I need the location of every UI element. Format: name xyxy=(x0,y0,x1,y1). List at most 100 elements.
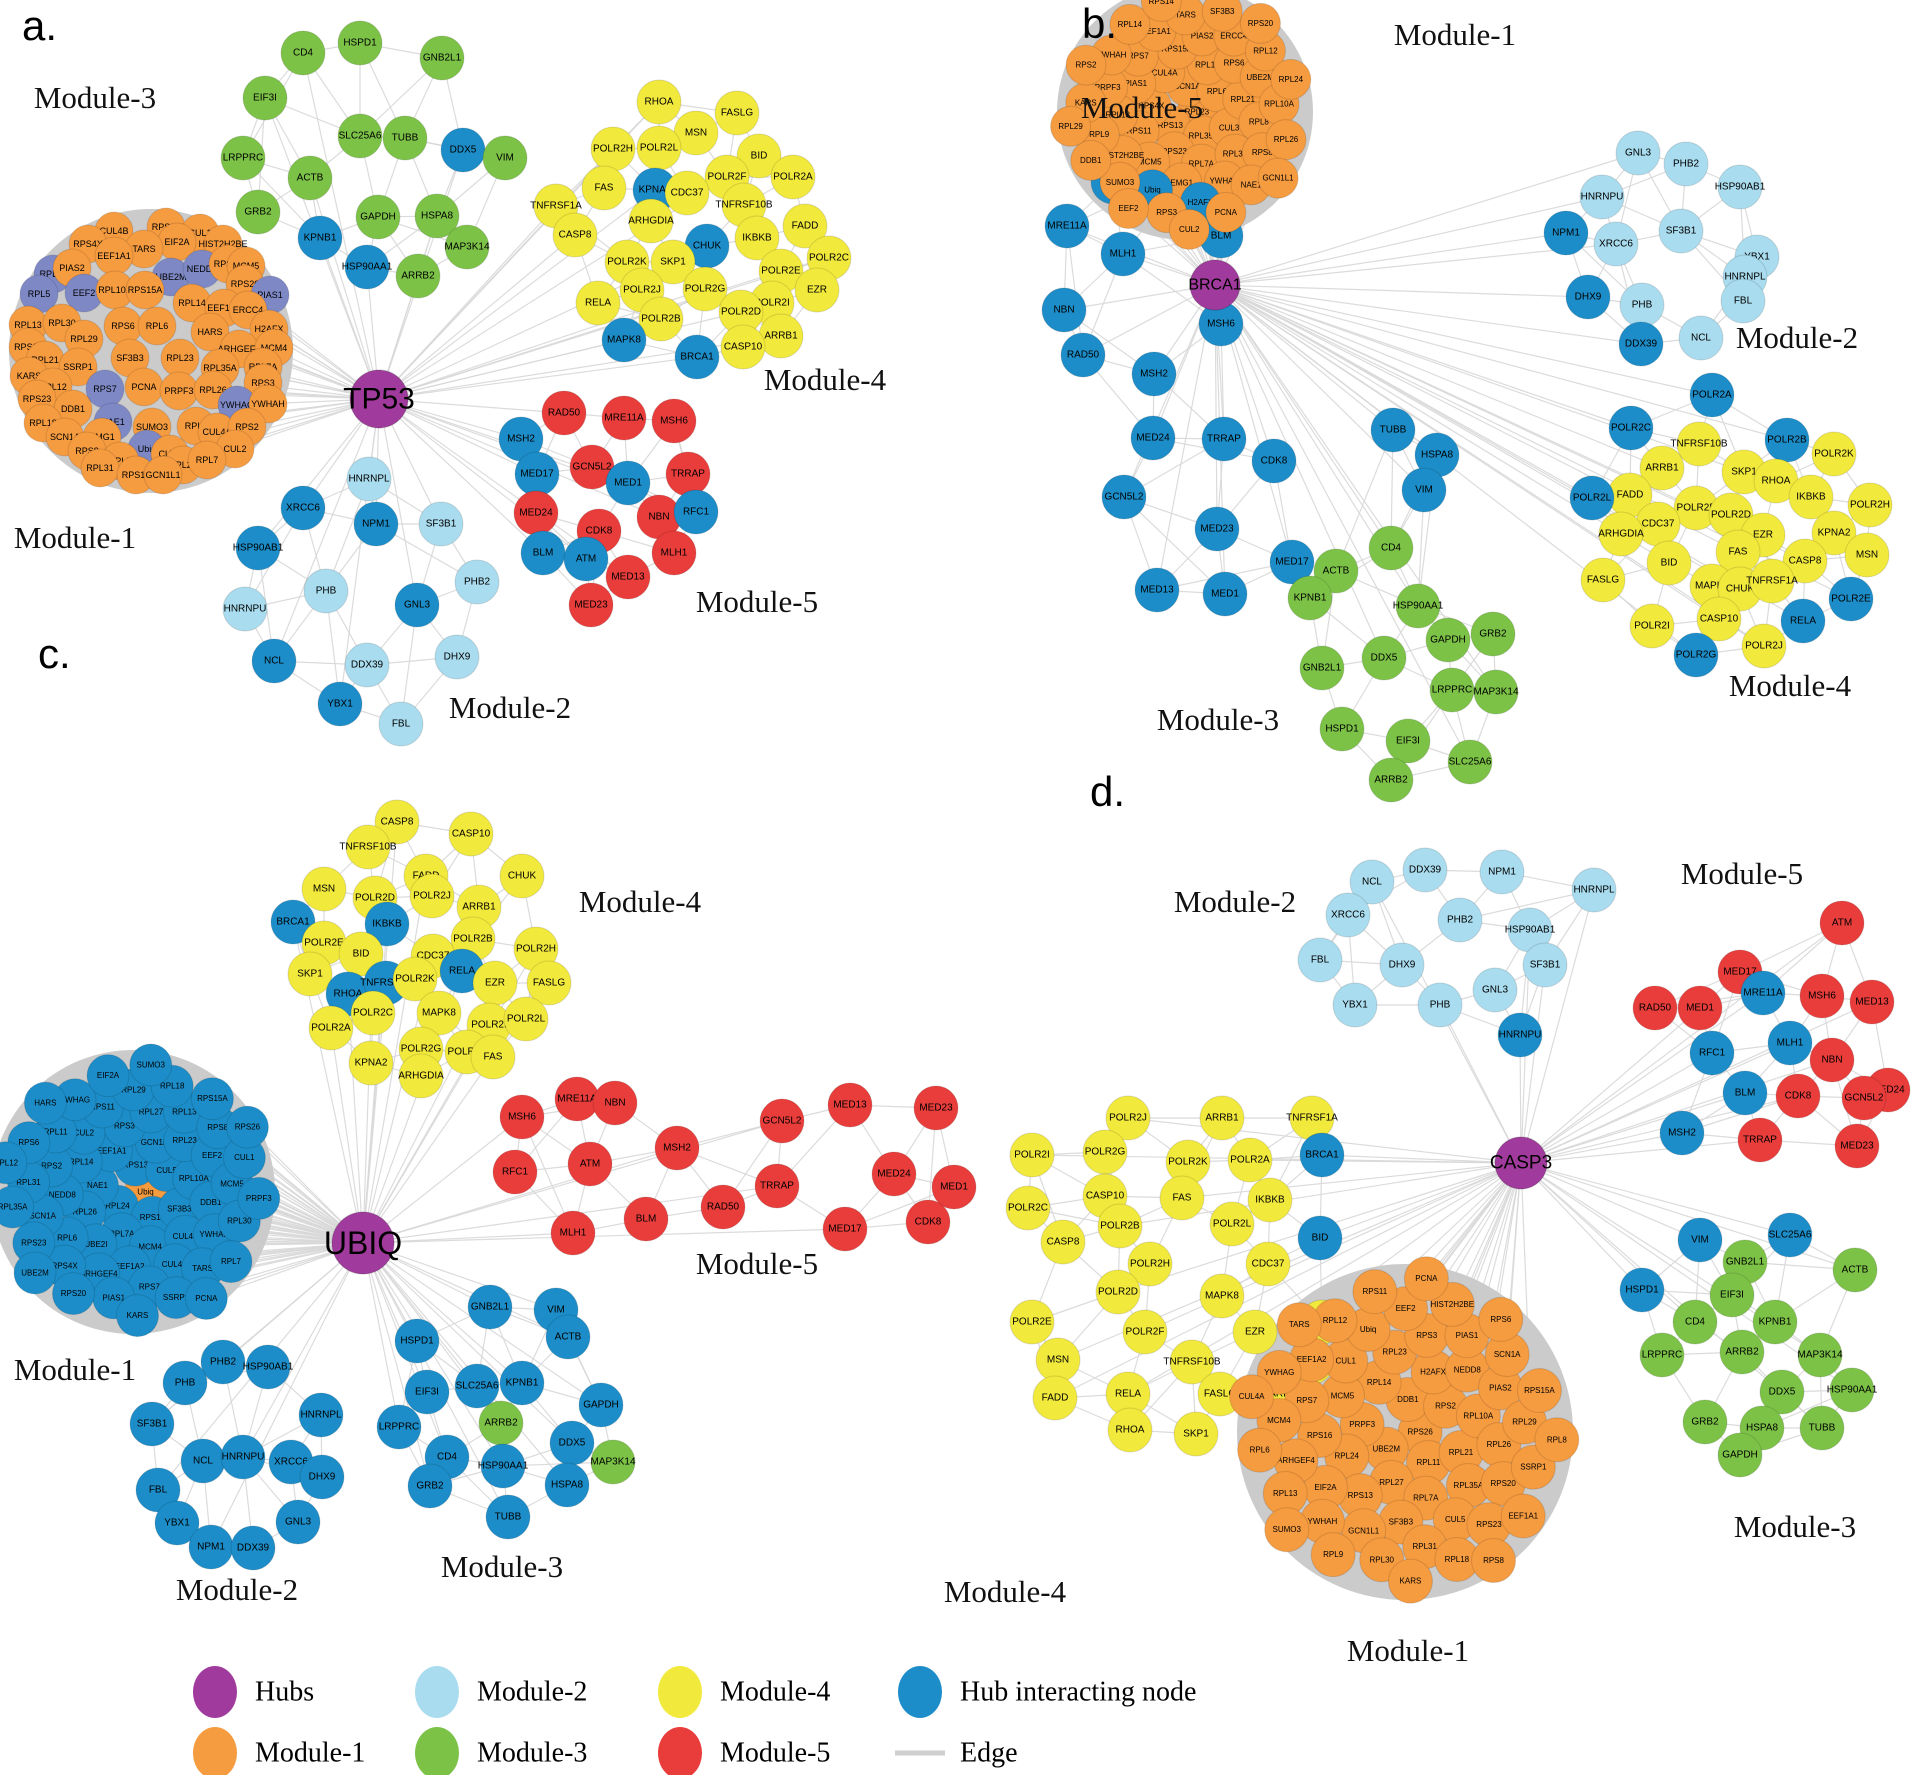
node-label-CASP10: CASP10 xyxy=(1700,614,1739,625)
node-label-TARS: TARS xyxy=(1175,10,1196,19)
node-RFC1 xyxy=(1689,1030,1735,1076)
node-label-RPS26: RPS26 xyxy=(1407,1428,1433,1437)
node-MED24 xyxy=(1130,415,1176,461)
node-MED1 xyxy=(1202,571,1248,617)
node-label-HSPD1: HSPD1 xyxy=(1625,1285,1659,1296)
node-label-TARS: TARS xyxy=(132,244,155,254)
node-label-RAD50: RAD50 xyxy=(1639,1003,1672,1014)
node-layer: CASP8CASP10TNFRSF10BFADDCHUKMSNPOLR2DPOL… xyxy=(0,799,977,1571)
node-label-POLR2C: POLR2C xyxy=(809,253,849,264)
node-label-HARS: HARS xyxy=(197,327,222,337)
node-label-VIM: VIM xyxy=(547,1305,565,1316)
node-UBE2M xyxy=(13,1251,57,1295)
node-label-RPL7A: RPL7A xyxy=(1189,160,1215,169)
node-NCL xyxy=(251,638,297,684)
node-label-KPNA2: KPNA2 xyxy=(639,185,672,196)
node-DDX39 xyxy=(344,642,390,688)
node-CD4 xyxy=(1368,525,1414,571)
node-ARRB2 xyxy=(1368,757,1414,803)
node-label-MCM5: MCM5 xyxy=(220,1179,244,1188)
node-label-KPNA2: KPNA2 xyxy=(1818,528,1851,539)
node-label-MLH1: MLH1 xyxy=(661,548,688,559)
node-RPS6 xyxy=(1478,1296,1524,1342)
node-ARRB1 xyxy=(1199,1095,1245,1141)
node-PCNA xyxy=(1205,191,1247,233)
node-label-EZR: EZR xyxy=(807,285,827,296)
node-label-RPL18: RPL18 xyxy=(160,1082,185,1091)
node-label-PRPF3: PRPF3 xyxy=(1349,1420,1375,1429)
node-label-HSPA8: HSPA8 xyxy=(421,211,453,222)
node-label-FAS: FAS xyxy=(484,1052,503,1063)
panel-letter-b: b. xyxy=(1082,0,1117,47)
node-label-RPL18: RPL18 xyxy=(29,418,57,428)
node-IKBKB xyxy=(1788,474,1834,520)
node-label-TNFRSF10B: TNFRSF10B xyxy=(715,200,773,211)
node-MED23 xyxy=(1834,1123,1880,1169)
node-label-PHB: PHB xyxy=(1632,300,1653,311)
node-GCN1L1 xyxy=(1257,157,1299,199)
node-label-RPL11: RPL11 xyxy=(44,1128,68,1137)
node-SKP1 xyxy=(287,951,333,997)
node-IKBKB xyxy=(734,215,780,261)
node-label-TARS: TARS xyxy=(192,1264,213,1273)
node-ARHGDIA xyxy=(1598,511,1644,557)
node-label-CUL4A: CUL4A xyxy=(1239,1392,1265,1401)
node-label-CASP8: CASP8 xyxy=(1789,556,1822,567)
module-title-module-1: Module-1 xyxy=(1347,1633,1469,1668)
node-label-CDK8: CDK8 xyxy=(1261,456,1288,467)
node-label-MCM4: MCM4 xyxy=(1267,1416,1291,1425)
node-label-TRRAP: TRRAP xyxy=(1207,434,1241,445)
node-label-MSH6: MSH6 xyxy=(508,1112,536,1123)
node-SLC25A6 xyxy=(1447,739,1493,785)
node-RPS26 xyxy=(225,1105,269,1149)
node-YBX1 xyxy=(317,681,363,727)
node-label-POLR2L: POLR2L xyxy=(640,143,679,154)
node-label-RPS2: RPS2 xyxy=(1076,61,1097,70)
node-DDX39 xyxy=(230,1525,276,1571)
node-label-RPS8: RPS8 xyxy=(207,1123,228,1132)
node-MAP3K14 xyxy=(590,1439,636,1485)
node-label-EEF2: EEF2 xyxy=(1118,204,1139,213)
node-IKBKB xyxy=(364,901,410,947)
node-label-MRE11A: MRE11A xyxy=(557,1094,597,1105)
node-label-SF3B3: SF3B3 xyxy=(116,353,144,363)
node-label-RPL26: RPL26 xyxy=(1487,1440,1512,1449)
node-RPL7 xyxy=(209,1240,253,1284)
node-label-BRCA1: BRCA1 xyxy=(680,352,714,363)
node-label-Ubiq: Ubiq xyxy=(137,1188,153,1197)
node-label-GNB2L1: GNB2L1 xyxy=(471,1302,510,1313)
node-label-TNFRSF1A: TNFRSF1A xyxy=(1746,576,1798,587)
node-label-TARS: TARS xyxy=(1289,1320,1310,1329)
node-label-RPS7: RPS7 xyxy=(93,384,117,394)
node-label-BID: BID xyxy=(1661,558,1678,569)
node-label-RPS11: RPS11 xyxy=(90,1103,115,1112)
node-SF3B1 xyxy=(418,501,464,547)
node-label-MSH6: MSH6 xyxy=(660,416,688,427)
node-MSN xyxy=(1844,532,1890,578)
node-label-YWHAG: YWHAG xyxy=(1209,177,1239,186)
module-title-module-4: Module-4 xyxy=(579,884,702,919)
node-label-POLR2C: POLR2C xyxy=(1611,423,1651,434)
node-label-CUL1: CUL1 xyxy=(234,1153,255,1162)
node-label-PIAS2: PIAS2 xyxy=(1489,1383,1512,1392)
node-label-SUMO3: SUMO3 xyxy=(1106,178,1135,187)
node-label-NPM1: NPM1 xyxy=(362,519,390,530)
node-FAS xyxy=(1159,1175,1205,1221)
node-label-RPL12: RPL12 xyxy=(39,382,67,392)
node-CDK8 xyxy=(905,1199,951,1245)
node-ARHGDIA xyxy=(398,1053,444,1099)
node-label-POLR2F: POLR2F xyxy=(448,1047,487,1058)
node-label-RPS6: RPS6 xyxy=(18,1138,39,1147)
node-SLC25A6 xyxy=(454,1363,500,1409)
node-label-RPS23: RPS23 xyxy=(23,394,52,404)
node-label-RPL21: RPL21 xyxy=(1230,95,1255,104)
node-label-RPL35A: RPL35A xyxy=(1454,1481,1484,1490)
node-label-CUL4B: CUL4B xyxy=(99,226,128,236)
node-label-NAE1: NAE1 xyxy=(87,1181,108,1190)
node-label-RPS3: RPS3 xyxy=(1416,1331,1437,1340)
node-label-RPL35A: RPL35A xyxy=(203,363,237,373)
node-CDK8 xyxy=(1775,1073,1821,1119)
node-FAS xyxy=(470,1034,516,1080)
node-label-RPS23: RPS23 xyxy=(21,1238,47,1247)
node-label-RPS3: RPS3 xyxy=(114,1121,135,1130)
